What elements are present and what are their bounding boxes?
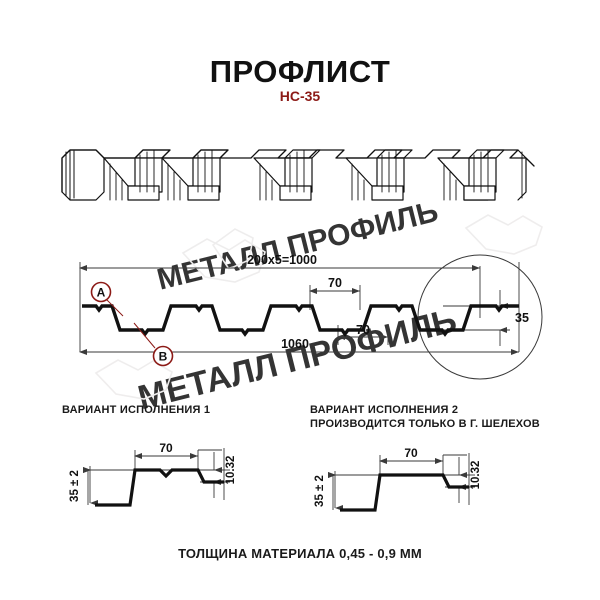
- watermark-logo-icon-3: [464, 214, 543, 255]
- marker-b: B: [133, 322, 174, 367]
- marker-b-label: B: [159, 350, 168, 364]
- corrugation-unit: [61, 149, 527, 201]
- dimension-overall-width: 1060: [79, 337, 519, 355]
- dimension-pitch: 200x5=1000: [79, 253, 480, 271]
- variant-1-drawing: 70 10.32 35 ± 2: [69, 441, 237, 507]
- cross-section-profile-path: [82, 304, 519, 337]
- variant-1-dimension-top-width: 70: [134, 441, 198, 459]
- dimension-height-label: 35: [515, 311, 529, 325]
- page-title: ПРОФЛИСТ: [209, 54, 391, 89]
- variant-2-dimension-edge-height: 10.32: [458, 457, 482, 503]
- variant-1-dimension-edge-height-label: 10.32: [225, 456, 237, 485]
- page-subtitle: НС-35: [279, 88, 321, 104]
- variant-2-dimension-top-width-label: 70: [404, 446, 418, 460]
- variant-1-dimension-profile-height-label: 35 ± 2: [69, 470, 81, 502]
- variant-2-dimension-edge-height-label: 10.32: [470, 461, 482, 490]
- dimension-height: 35: [499, 290, 529, 346]
- dimension-top-flange: 70: [309, 276, 360, 294]
- variant-2-profile-path: [340, 473, 469, 512]
- variant-1-dimension-edge-height: 10.32: [213, 452, 237, 498]
- watermark-logo-icon-2: [94, 359, 173, 400]
- variant-2-dimension-profile-height: 35 ± 2: [314, 471, 343, 511]
- variant-2-drawing: 70 10.32 35 ± 2: [314, 446, 482, 512]
- dimension-pitch-label: 200x5=1000: [247, 253, 317, 267]
- variant-1-dimension-profile-height: 35 ± 2: [69, 466, 98, 506]
- marker-a-label: A: [97, 286, 106, 300]
- variant-1-dimension-top-width-label: 70: [159, 441, 173, 455]
- cross-section-drawing: 200x5=1000 1060 70 70 35: [79, 253, 543, 380]
- dimension-overall-width-label: 1060: [281, 337, 309, 351]
- material-thickness-note: ТОЛЩИНА МАТЕРИАЛА 0,45 - 0,9 ММ: [178, 546, 422, 561]
- dimension-top-flange-label: 70: [328, 276, 342, 290]
- variant-1-profile-path: [95, 468, 224, 507]
- detail-callout-circle: [417, 254, 543, 380]
- variant-2-dimension-top-width: 70: [379, 446, 443, 464]
- marker-a: A: [90, 281, 124, 317]
- variant-1-title: ВАРИАНТ ИСПОЛНЕНИЯ 1: [62, 404, 211, 416]
- isometric-profile-drawing: [61, 149, 535, 201]
- variant-2-title: ВАРИАНТ ИСПОЛНЕНИЯ 2: [310, 404, 459, 416]
- variant-2-subtitle: ПРОИЗВОДИТСЯ ТОЛЬКО В Г. ШЕЛЕХОВ: [310, 418, 540, 430]
- variant-2-dimension-profile-height-label: 35 ± 2: [314, 475, 326, 507]
